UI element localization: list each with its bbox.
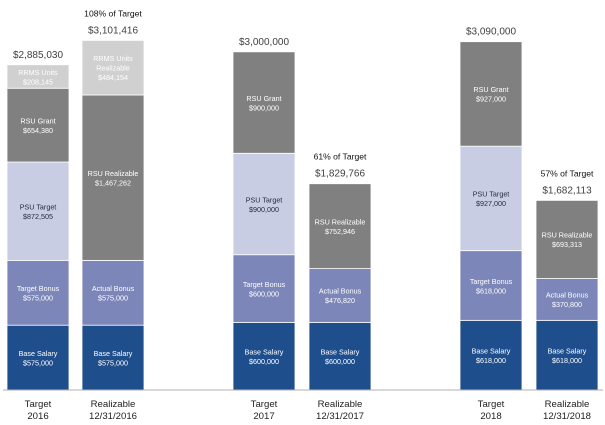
- bar-segment-rrms: [81, 39, 145, 96]
- segment-label: Target Bonus: [17, 284, 60, 293]
- x-tick-label: 12/31/2018: [543, 411, 591, 422]
- segment-label: PSU Target: [473, 190, 510, 199]
- bar-segment-bonus: [6, 259, 70, 326]
- bar-segment-rrms: [6, 64, 70, 89]
- bar-total-label: $3,000,000: [239, 37, 289, 48]
- segment-value: $575,000: [98, 358, 128, 367]
- percent-of-target-label: 57% of Target: [541, 168, 594, 178]
- segment-label: Base Salary: [19, 349, 58, 358]
- segment-value: $575,000: [23, 294, 53, 303]
- x-tick-label: 2018: [480, 411, 501, 422]
- x-tick-label: Realizable: [91, 399, 136, 410]
- x-tick-label: Target: [251, 399, 278, 410]
- bar-total-label: $1,682,113: [542, 185, 592, 196]
- bar-segment-bonus: [81, 259, 145, 326]
- segment-value: $927,000: [476, 95, 506, 104]
- bar-segment-base-salary: [308, 321, 372, 391]
- segment-value: $600,000: [249, 357, 279, 366]
- segment-label: RSU Grant: [246, 94, 281, 103]
- bar-segment-rsu: [459, 41, 523, 147]
- x-tick-label: Realizable: [318, 399, 363, 410]
- segment-value: $618,000: [476, 286, 506, 295]
- bar-segment-base-salary: [232, 321, 296, 391]
- segment-value: $1,467,262: [95, 178, 131, 187]
- bar-total-label: $3,090,000: [466, 27, 516, 38]
- segment-value: $370,800: [552, 300, 582, 309]
- bar-segment-rsu: [308, 183, 372, 270]
- segment-label: RRMS Units Realizable: [93, 54, 133, 73]
- segment-value: $575,000: [98, 294, 128, 303]
- segment-label: RSU Realizable: [88, 169, 139, 178]
- segment-label: RSU Realizable: [542, 231, 593, 240]
- segment-value: $208,145: [23, 77, 53, 86]
- segment-label: Base Salary: [321, 347, 360, 356]
- segment-value: $872,505: [23, 212, 53, 221]
- bar-segment-psu: [459, 145, 523, 252]
- segment-label: Actual Bonus: [92, 284, 135, 293]
- segment-label: RSU Grant: [20, 116, 55, 125]
- segment-value: $900,000: [249, 205, 279, 214]
- bar-segment-bonus: [459, 250, 523, 321]
- segment-value: $618,000: [476, 356, 506, 365]
- x-tick-label: Realizable: [545, 399, 590, 410]
- segment-label: Base Salary: [94, 349, 133, 358]
- bar-segment-rsu: [535, 199, 599, 279]
- segment-value: $600,000: [249, 289, 279, 298]
- segment-label: PSU Target: [246, 195, 283, 204]
- bar-segment-base-salary: [459, 319, 523, 391]
- x-tick-label: Target: [25, 399, 52, 410]
- segment-value: $900,000: [249, 103, 279, 112]
- segment-value: $927,000: [476, 199, 506, 208]
- bar-segment-rsu: [6, 87, 70, 163]
- x-tick-label: 12/31/2016: [89, 411, 137, 422]
- bar-segment-bonus: [308, 268, 372, 323]
- segment-label: RRMS Units: [18, 68, 58, 77]
- bars-layer: [6, 39, 599, 391]
- segment-label: RSU Grant: [473, 85, 508, 94]
- segment-value: $693,313: [552, 240, 582, 249]
- x-tick-label: 2017: [253, 411, 274, 422]
- bar-segment-rsu: [232, 51, 296, 154]
- percent-of-target-label: 108% of Target: [84, 8, 142, 18]
- segment-label: Target Bonus: [243, 280, 286, 289]
- x-tick-label: Target: [478, 399, 505, 410]
- bar-segment-base-salary: [535, 319, 599, 391]
- segment-value: $575,000: [23, 358, 53, 367]
- bar-total-label: $1,829,766: [315, 169, 365, 180]
- segment-label: Base Salary: [548, 346, 587, 355]
- segment-value: $618,000: [552, 356, 582, 365]
- bar-segment-base-salary: [6, 324, 70, 391]
- x-tick-label: 12/31/2017: [316, 411, 364, 422]
- segment-label: PSU Target: [20, 202, 57, 211]
- segment-value: $484,154: [98, 73, 128, 82]
- bar-segment-psu: [232, 152, 296, 256]
- segment-label: RSU Realizable: [315, 217, 366, 226]
- segment-label: Base Salary: [245, 347, 284, 356]
- segment-value: $654,380: [23, 126, 53, 135]
- percent-of-target-label: 61% of Target: [314, 152, 367, 162]
- bar-segment-rsu: [81, 94, 145, 261]
- segment-label: Actual Bonus: [319, 287, 362, 296]
- segment-value: $476,820: [325, 296, 355, 305]
- segment-label: Actual Bonus: [546, 291, 589, 300]
- x-tick-label: 2016: [27, 411, 48, 422]
- bar-total-label: $3,101,416: [88, 25, 138, 36]
- segment-value: $752,946: [325, 227, 355, 236]
- bar-total-label: $2,885,030: [13, 50, 63, 61]
- segment-label: Target Bonus: [470, 277, 513, 286]
- segment-label: Base Salary: [472, 346, 511, 355]
- segment-value: $600,000: [325, 357, 355, 366]
